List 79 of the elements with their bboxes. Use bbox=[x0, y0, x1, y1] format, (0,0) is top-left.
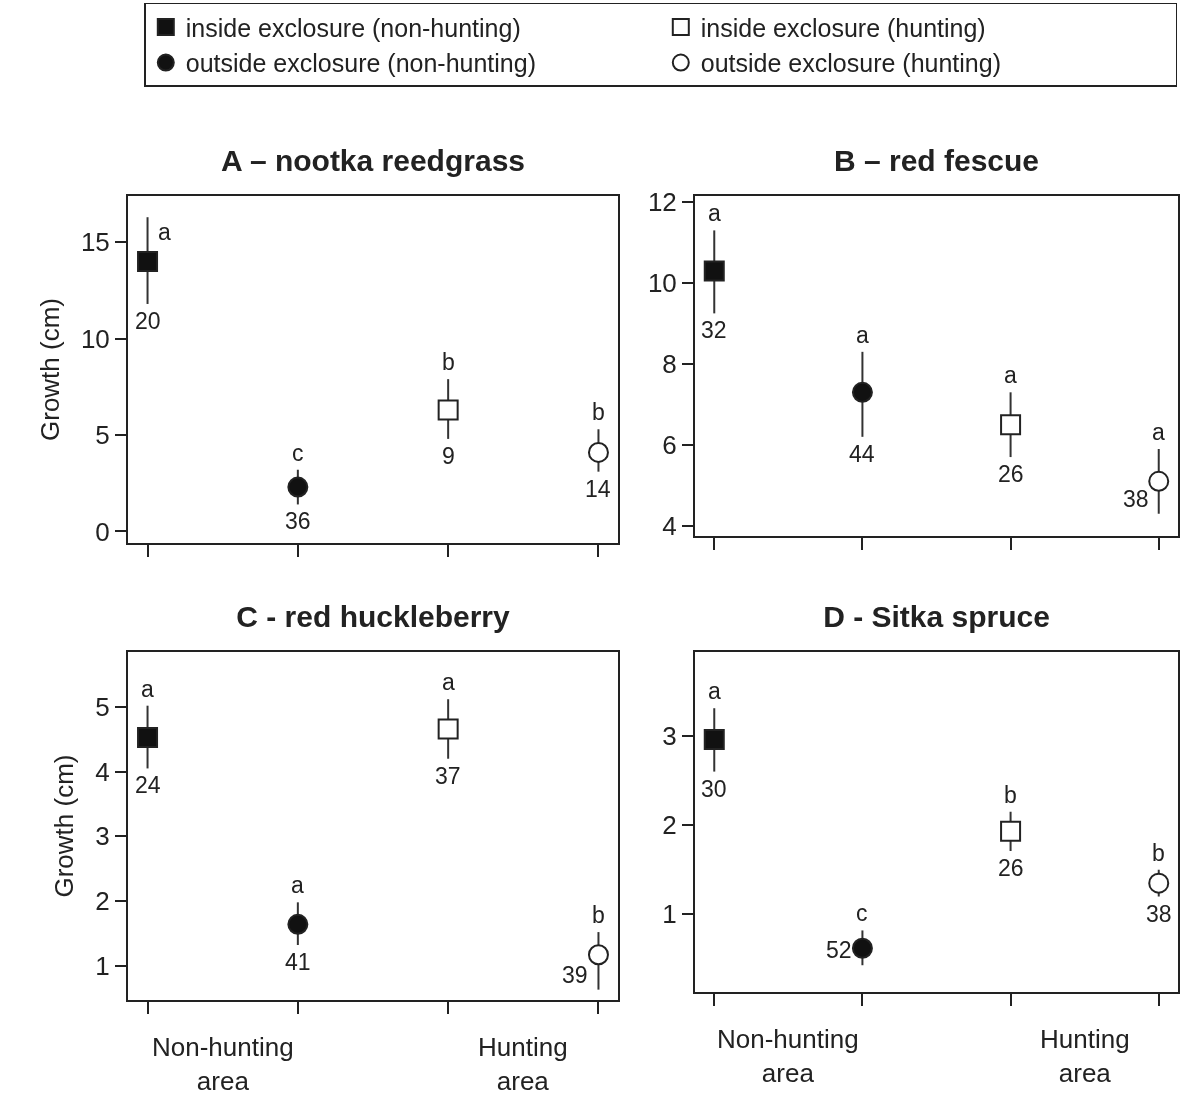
point bbox=[1148, 872, 1170, 894]
annotation: 52 bbox=[826, 937, 852, 963]
chart-title: D - Sitka spruce bbox=[823, 599, 1050, 633]
annotation: b bbox=[592, 399, 605, 425]
y-tick-label: 0 bbox=[95, 516, 110, 547]
annotation: 37 bbox=[435, 763, 461, 789]
y-axis-title: Growth (cm) bbox=[49, 754, 80, 898]
y-tick-label: 6 bbox=[662, 430, 677, 461]
y-tick-label: 2 bbox=[662, 810, 677, 841]
y-axis-title: Growth (cm) bbox=[34, 298, 65, 441]
annotation: a bbox=[442, 669, 455, 695]
y-tick-label: 8 bbox=[662, 349, 677, 380]
y-tick-label: 2 bbox=[95, 886, 110, 917]
annotation: 41 bbox=[285, 949, 311, 975]
y-tick-label: 10 bbox=[80, 323, 110, 354]
annotation: a bbox=[1152, 419, 1165, 445]
point bbox=[703, 260, 725, 282]
annotation: a bbox=[141, 676, 154, 702]
point bbox=[1148, 470, 1170, 492]
annotation: 26 bbox=[998, 461, 1024, 487]
annotation: 26 bbox=[998, 855, 1024, 881]
y-tick-label: 3 bbox=[662, 720, 677, 751]
annotation: 14 bbox=[585, 476, 611, 502]
chart-title: B – red fescue bbox=[833, 143, 1040, 177]
annotation: c bbox=[856, 900, 868, 926]
point bbox=[287, 476, 309, 498]
point bbox=[437, 718, 459, 740]
text: Hunting area bbox=[1040, 1024, 1130, 1088]
annotation: 38 bbox=[1123, 486, 1149, 512]
annotation: a bbox=[1004, 362, 1017, 388]
text: Non-hunting area bbox=[717, 1024, 859, 1088]
point bbox=[1000, 820, 1022, 842]
point bbox=[287, 913, 309, 935]
annotation: 32 bbox=[701, 317, 727, 343]
y-tick-label: 4 bbox=[662, 510, 677, 541]
text: Hunting area bbox=[478, 1032, 568, 1096]
annotation: b bbox=[1004, 782, 1017, 808]
point bbox=[587, 944, 609, 966]
y-tick-label: 12 bbox=[647, 187, 677, 218]
annotation: 36 bbox=[285, 508, 311, 534]
y-tick-label: 5 bbox=[95, 420, 110, 451]
chart-title: C - red huckleberry bbox=[236, 599, 511, 633]
y-tick-label: 5 bbox=[95, 692, 110, 723]
legend-label: inside exclosure (hunting) bbox=[700, 13, 986, 42]
annotation: 39 bbox=[562, 962, 588, 988]
point bbox=[703, 728, 725, 750]
point bbox=[137, 251, 159, 273]
y-tick-label: 4 bbox=[95, 756, 110, 787]
annotation: 30 bbox=[701, 776, 727, 802]
point bbox=[1000, 414, 1022, 436]
point bbox=[587, 441, 609, 463]
annotation: c bbox=[292, 440, 304, 466]
point bbox=[851, 381, 873, 403]
y-tick-label: 3 bbox=[95, 821, 110, 852]
annotation: 38 bbox=[1146, 901, 1172, 927]
annotation: b bbox=[442, 349, 455, 375]
y-tick-label: 10 bbox=[647, 268, 677, 299]
annotation: 24 bbox=[135, 772, 161, 798]
point bbox=[851, 937, 873, 959]
annotation: a bbox=[158, 219, 171, 245]
y-tick-label: 15 bbox=[80, 227, 110, 258]
annotation: a bbox=[856, 322, 869, 348]
y-tick-label: 1 bbox=[662, 899, 677, 930]
legend-label: inside exclosure (non-hunting) bbox=[185, 13, 521, 42]
annotation: b bbox=[1152, 840, 1165, 866]
legend-label: outside exclosure (non-hunting) bbox=[185, 49, 537, 78]
annotation: 9 bbox=[442, 443, 455, 469]
annotation: a bbox=[291, 872, 304, 898]
annotation: a bbox=[708, 200, 721, 226]
annotation: a bbox=[708, 678, 721, 704]
annotation: b bbox=[592, 902, 605, 928]
point bbox=[437, 399, 459, 421]
annotation: 44 bbox=[849, 441, 875, 467]
legend-label: outside exclosure (hunting) bbox=[700, 49, 1001, 78]
annotation: 20 bbox=[135, 308, 161, 334]
y-tick-label: 1 bbox=[95, 950, 110, 981]
point bbox=[137, 726, 159, 748]
chart-title: A – nootka reedgrass bbox=[221, 143, 525, 177]
text: Non-hunting area bbox=[152, 1032, 294, 1096]
